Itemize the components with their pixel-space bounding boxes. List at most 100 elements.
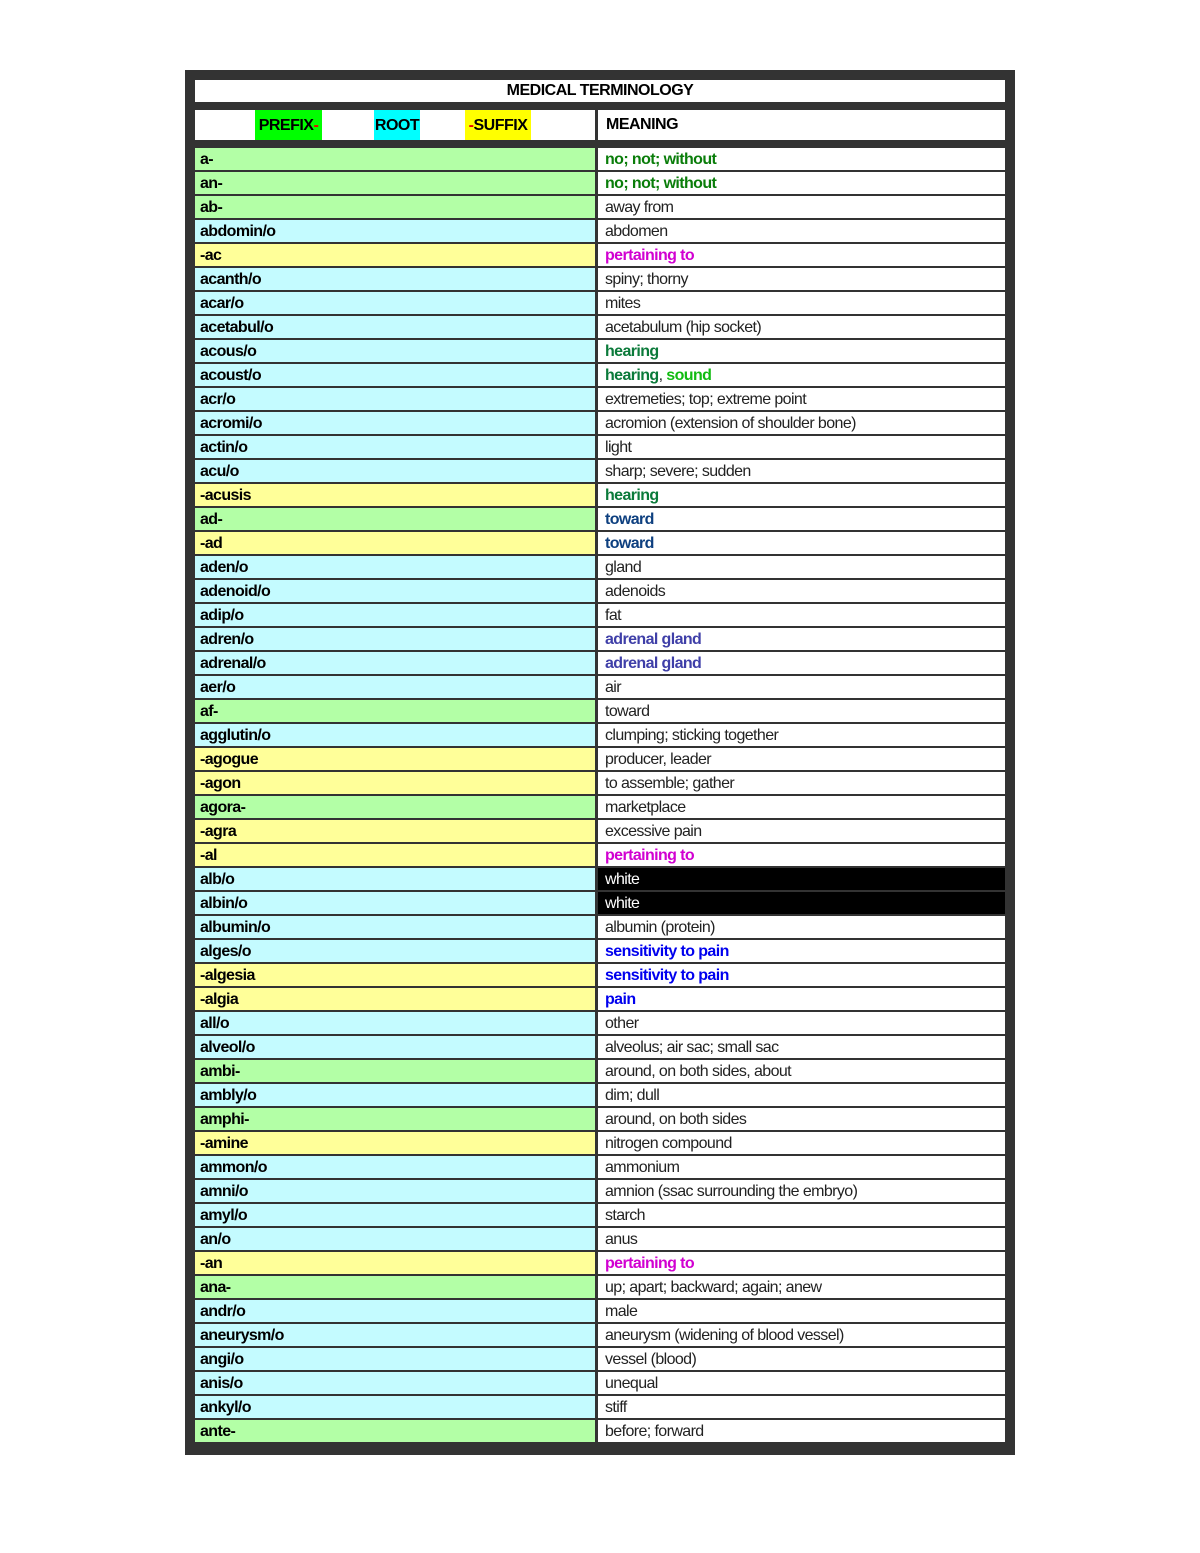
term-cell-root: an/o (195, 1228, 595, 1250)
term-cell-root: acanth/o (195, 268, 595, 290)
meaning-text: dim; dull (605, 1087, 660, 1104)
table-row: albin/o white (195, 892, 1005, 914)
meaning-cell: acromion (extension of shoulder bone) (598, 412, 1005, 434)
meaning-cell: pertaining to (598, 1252, 1005, 1274)
term-cell-root: alges/o (195, 940, 595, 962)
meaning-text: pertaining to (605, 247, 695, 264)
meaning-text: hearing (605, 487, 659, 504)
meaning-cell: pain (598, 988, 1005, 1010)
meaning-cell: toward (598, 700, 1005, 722)
meaning-cell: sensitivity to pain (598, 964, 1005, 986)
term-cell-suffix: -agogue (195, 748, 595, 770)
term-cell-prefix: ab- (195, 196, 595, 218)
legend-suffix-dash: - (468, 117, 474, 134)
table-row: alges/o sensitivity to pain (195, 940, 1005, 962)
meaning-cell: gland (598, 556, 1005, 578)
meaning-text: pertaining to (605, 1255, 695, 1272)
table-row: -al pertaining to (195, 844, 1005, 866)
term-cell-root: acous/o (195, 340, 595, 362)
table-row: -agogue producer, leader (195, 748, 1005, 770)
meaning-cell: starch (598, 1204, 1005, 1226)
meaning-text: pertaining to (605, 847, 695, 864)
table-row: ambly/o dim; dull (195, 1084, 1005, 1106)
term-cell-root: albin/o (195, 892, 595, 914)
term-cell-root: ankyl/o (195, 1396, 595, 1418)
meaning-text: male (605, 1303, 638, 1320)
term-cell-root: aneurysm/o (195, 1324, 595, 1346)
meaning-cell: away from (598, 196, 1005, 218)
legend-suffix-label: SUFFIX (473, 117, 528, 134)
table-row: -an pertaining to (195, 1252, 1005, 1274)
table-row: amyl/o starch (195, 1204, 1005, 1226)
meaning-text: unequal (605, 1375, 658, 1392)
meaning-cell: no; not; without (598, 148, 1005, 170)
table-row: adren/o adrenal gland (195, 628, 1005, 650)
table-row: all/o other (195, 1012, 1005, 1034)
meaning-text: before; forward (605, 1423, 704, 1440)
meaning-cell: alveolus; air sac; small sac (598, 1036, 1005, 1058)
meaning-cell: acetabulum (hip socket) (598, 316, 1005, 338)
term-cell-suffix: -agra (195, 820, 595, 842)
meaning-text: white (605, 871, 640, 888)
meaning-text: to assemble; gather (605, 775, 735, 792)
table-row: ambi-around, on both sides, about (195, 1060, 1005, 1082)
table-row: adip/o fat (195, 604, 1005, 626)
term-cell-prefix: agora- (195, 796, 595, 818)
meaning-text: abdomen (605, 223, 668, 240)
legend-cell: PREFIX- ROOT -SUFFIX (195, 110, 595, 140)
meaning-text: extremeties; top; extreme point (605, 391, 807, 408)
meaning-cell: hearing, sound (598, 364, 1005, 386)
table-row: aneurysm/o aneurysm (widening of blood ve… (195, 1324, 1005, 1346)
meaning-cell: white (598, 868, 1005, 890)
meaning-text: gland (605, 559, 642, 576)
meaning-text: sensitivity to pain (605, 967, 729, 984)
meaning-text: air (605, 679, 622, 696)
meaning-cell: vessel (blood) (598, 1348, 1005, 1370)
term-cell-suffix: -agon (195, 772, 595, 794)
term-cell-root: albumin/o (195, 916, 595, 938)
meaning-text: stiff (605, 1399, 627, 1416)
meaning-cell: male (598, 1300, 1005, 1322)
table-row: acous/o hearing (195, 340, 1005, 362)
term-cell-suffix: -an (195, 1252, 595, 1274)
meaning-cell: toward (598, 508, 1005, 530)
term-cell-root: actin/o (195, 436, 595, 458)
table-row: agora-marketplace (195, 796, 1005, 818)
meaning-text: nitrogen compound (605, 1135, 732, 1152)
meaning-cell: adenoids (598, 580, 1005, 602)
table-row: aer/o air (195, 676, 1005, 698)
term-cell-root: agglutin/o (195, 724, 595, 746)
table-row: -ad toward (195, 532, 1005, 554)
term-cell-suffix: -algia (195, 988, 595, 1010)
term-cell-root: acoust/o (195, 364, 595, 386)
meaning-text: ammonium (605, 1159, 680, 1176)
term-cell-prefix: ana- (195, 1276, 595, 1298)
meaning-cell: hearing (598, 484, 1005, 506)
table-row: -agon to assemble; gather (195, 772, 1005, 794)
meaning-text: marketplace (605, 799, 686, 816)
term-cell-root: alveol/o (195, 1036, 595, 1058)
meaning-cell: air (598, 676, 1005, 698)
meaning-text: toward (605, 535, 654, 552)
meaning-cell: sensitivity to pain (598, 940, 1005, 962)
meaning-text: clumping; sticking together (605, 727, 779, 744)
table-row: ammon/o ammonium (195, 1156, 1005, 1178)
meaning-cell: adrenal gland (598, 652, 1005, 674)
meaning-cell: fat (598, 604, 1005, 626)
term-cell-root: amni/o (195, 1180, 595, 1202)
meaning-text: adrenal gland (605, 631, 702, 648)
meaning-text: around, on both sides (605, 1111, 747, 1128)
term-cell-suffix: -al (195, 844, 595, 866)
table-row: aden/o gland (195, 556, 1005, 578)
meaning-cell: light (598, 436, 1005, 458)
table-row: a-no; not; without (195, 148, 1005, 170)
term-cell-prefix: ante- (195, 1420, 595, 1442)
term-rows: a-no; not; without an-no; not; without ab-… (195, 148, 1005, 1442)
term-cell-root: acu/o (195, 460, 595, 482)
term-cell-root: abdomin/o (195, 220, 595, 242)
table-row: -algia pain (195, 988, 1005, 1010)
table-row: an-no; not; without (195, 172, 1005, 194)
table-row: af-toward (195, 700, 1005, 722)
meaning-text: adrenal gland (605, 655, 702, 672)
meaning-cell: unequal (598, 1372, 1005, 1394)
